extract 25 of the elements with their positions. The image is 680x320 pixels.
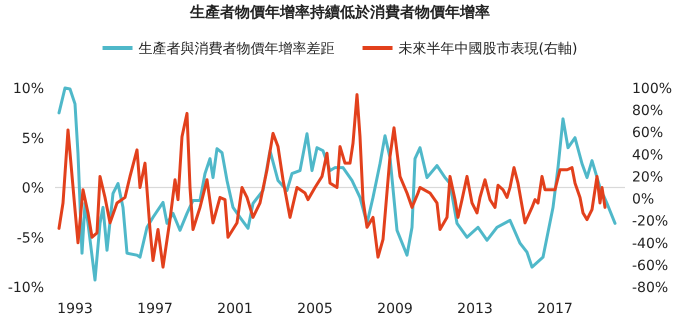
y-tick-label: -5% [16, 230, 44, 246]
y-tick-label: 5% [22, 130, 44, 147]
y2-tick-label: -40% [632, 236, 668, 252]
chart-title: 生產者物價年增率持續低於消費者物價年增率 [189, 3, 490, 21]
y-tick-label: 0% [22, 180, 44, 196]
y-tick-label: -10% [8, 280, 44, 296]
y2-tick-label: -20% [632, 214, 668, 230]
x-tick-label: 2009 [377, 301, 413, 317]
y-tick-label: 10% [12, 81, 44, 97]
y2-tick-label: 20% [632, 169, 664, 186]
x-tick-label: 2013 [457, 301, 493, 317]
y2-tick-label: 100% [632, 81, 672, 97]
y2-tick-label: 60% [632, 125, 664, 142]
y2-tick-label: -60% [632, 258, 668, 274]
x-tick-label: 2017 [537, 301, 573, 317]
y2-tick-label: 0% [632, 192, 654, 208]
x-tick-label: 2001 [217, 301, 253, 317]
legend-label: 未來半年中國股市表現(右軸) [398, 41, 578, 57]
y2-tick-label: 40% [632, 147, 664, 164]
legend-label: 生產者與消費者物價年增率差距 [138, 41, 335, 57]
x-tick-label: 1993 [57, 301, 93, 317]
x-tick-label: 1997 [137, 301, 173, 317]
y2-tick-label: 80% [632, 103, 664, 120]
y2-tick-label: -80% [632, 280, 668, 296]
x-tick-label: 2005 [297, 301, 333, 317]
